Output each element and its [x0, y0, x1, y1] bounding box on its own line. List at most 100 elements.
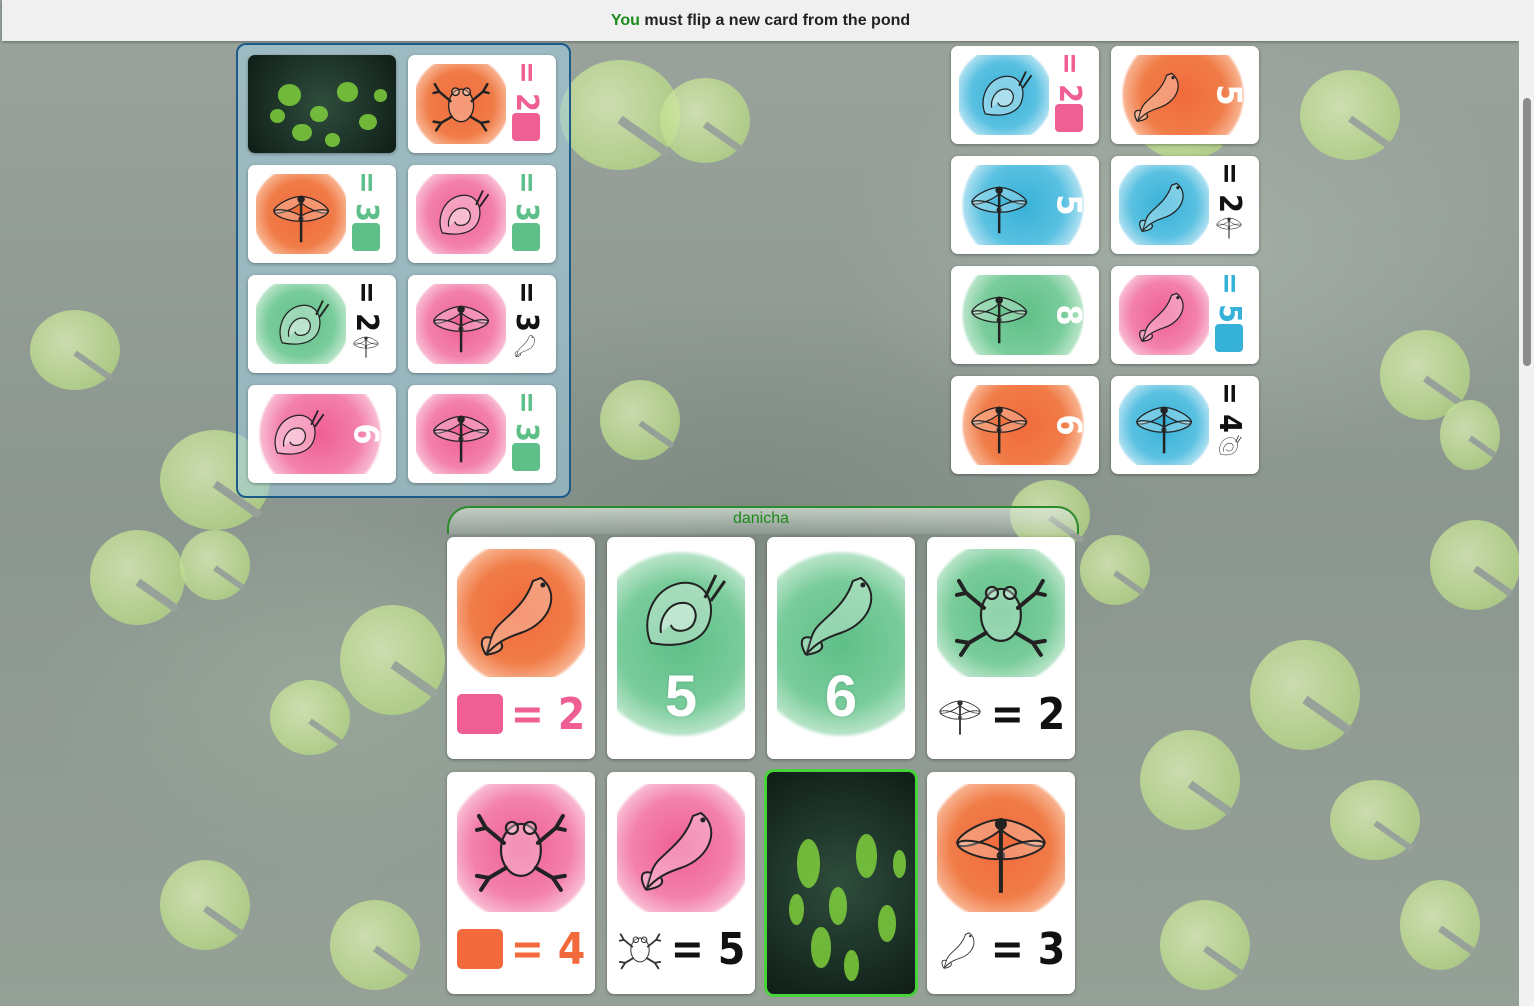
rule-text: = 3	[508, 390, 544, 442]
card-rule-area: = 2	[1211, 161, 1247, 213]
card-value: 8	[1048, 304, 1089, 326]
deck-card[interactable]: = 2	[248, 275, 396, 373]
player-area-header	[447, 506, 1079, 534]
card-splash	[777, 549, 905, 739]
hand-card[interactable]: 6	[767, 537, 915, 759]
rule-text: = 2	[990, 688, 1066, 740]
pond-card[interactable]: 5	[1111, 46, 1259, 144]
card-splash	[617, 784, 745, 912]
dragonfly-icon	[937, 784, 1065, 912]
pond-card[interactable]: = 2	[1111, 156, 1259, 254]
pond-card[interactable]: 5	[951, 156, 1099, 254]
frog-icon	[937, 549, 1065, 677]
card-value: 6	[1048, 414, 1089, 436]
rule-color-swatch	[456, 929, 503, 969]
card-rule-area: = 3	[508, 280, 544, 332]
rule-color-swatch	[1055, 104, 1083, 132]
frog-icon	[617, 926, 663, 972]
pond-card[interactable]: 8	[951, 266, 1099, 364]
card-rule: = 5	[607, 922, 755, 976]
rule-text: = 2	[1051, 51, 1087, 103]
hand-card[interactable]: 5	[607, 537, 755, 759]
card-splash	[416, 174, 506, 254]
card-rule-area: = 3	[508, 390, 544, 442]
card-value: 5	[1208, 84, 1249, 106]
rule-color-swatch	[512, 223, 540, 251]
card-splash	[937, 549, 1065, 677]
card-rule-area: = 5	[1211, 271, 1247, 323]
dragonfly-icon	[959, 385, 1039, 465]
fish-icon	[1119, 165, 1209, 245]
deck-card[interactable]: = 3	[408, 165, 556, 263]
fish-icon	[1119, 55, 1199, 135]
pond-card[interactable]: = 4	[1111, 376, 1259, 474]
dragonfly-icon	[256, 174, 346, 254]
card-splash	[959, 165, 1087, 245]
card-splash	[256, 284, 346, 364]
deck-card[interactable]: = 3	[408, 385, 556, 483]
card-rule-area: = 3	[348, 170, 384, 222]
card-value: 6	[345, 423, 386, 445]
deck-card[interactable]: = 2	[408, 55, 556, 153]
player-name: danicha	[732, 510, 790, 527]
card-rule-area: = 3	[509, 171, 544, 222]
card-splash	[457, 549, 585, 677]
snail-icon	[1215, 432, 1243, 464]
rule-text: = 2	[510, 688, 586, 740]
snail-icon	[416, 174, 506, 254]
deck-card[interactable]: = 3	[248, 165, 396, 263]
snail-icon	[959, 55, 1049, 135]
dragonfly-icon	[1215, 212, 1243, 244]
card-splash	[457, 784, 585, 912]
card-rule: = 2	[927, 687, 1075, 741]
card-rule-area: = 2	[509, 61, 544, 112]
rule-color-swatch	[512, 113, 540, 141]
rule-color-swatch	[456, 694, 503, 734]
card-value-area: 6	[346, 395, 386, 473]
snail-icon	[256, 394, 336, 474]
pond-card[interactable]: = 5	[1111, 266, 1259, 364]
fish-icon	[617, 784, 745, 912]
dragonfly-icon	[416, 394, 506, 474]
frog-icon	[457, 784, 585, 912]
card-splash	[256, 394, 384, 474]
dragonfly-icon	[959, 165, 1039, 245]
card-splash	[1119, 275, 1209, 355]
fish-icon	[777, 549, 905, 677]
card-value: 5	[664, 664, 698, 729]
rule-text: = 3	[508, 280, 544, 332]
deck-card[interactable]: 6	[248, 385, 396, 483]
deck-card[interactable]: = 3	[408, 275, 556, 373]
dragonfly-icon	[959, 275, 1039, 355]
fish-icon	[937, 926, 983, 972]
rule-text: = 5	[670, 923, 746, 975]
rule-text: = 2	[1211, 161, 1247, 213]
fish-icon	[512, 331, 540, 363]
hand-card[interactable]: = 4	[447, 772, 595, 994]
rule-text: = 3	[348, 170, 384, 222]
pond-card[interactable]: 6	[951, 376, 1099, 474]
hand-card[interactable]: = 3	[927, 772, 1075, 994]
rule-text: = 4	[510, 923, 586, 975]
card-splash	[1119, 165, 1209, 245]
hand-card[interactable]: = 2	[447, 537, 595, 759]
rule-color-swatch	[352, 223, 380, 251]
hand-card-back[interactable]	[767, 772, 915, 994]
hand-card[interactable]: = 5	[607, 772, 755, 994]
card-rule-area: = 2	[1051, 51, 1087, 103]
deck-card-back[interactable]	[248, 55, 396, 153]
rule-text: = 5	[1211, 271, 1247, 323]
rule-color-swatch	[1215, 324, 1243, 352]
pond-card[interactable]: = 2	[951, 46, 1099, 144]
card-splash	[416, 64, 506, 144]
scrollbar-thumb[interactable]	[1523, 98, 1531, 366]
rule-text: = 3	[990, 923, 1066, 975]
card-rule: = 3	[927, 922, 1075, 976]
rule-text: = 2	[348, 280, 384, 332]
status-player: You	[610, 12, 640, 29]
snail-icon	[256, 284, 346, 364]
card-value-area: 5	[1049, 166, 1089, 244]
hand-card[interactable]: = 2	[927, 537, 1075, 759]
fish-icon	[457, 549, 585, 677]
card-value: 5	[1048, 194, 1089, 216]
